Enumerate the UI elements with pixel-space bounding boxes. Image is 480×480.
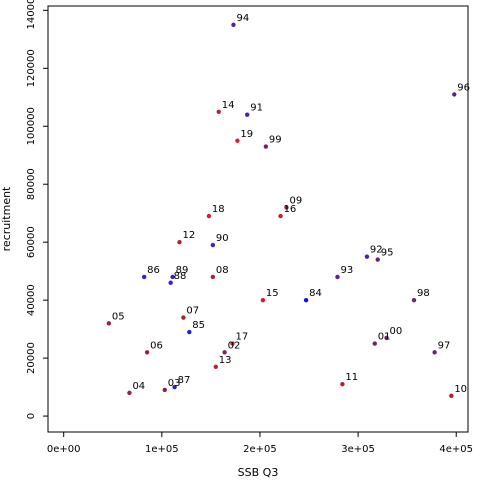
data-point-91 [245,112,250,117]
data-point-95 [375,257,380,262]
point-label-84: 84 [309,288,322,299]
point-label-11: 11 [345,372,358,383]
x-tick-label: 3e+05 [341,444,375,455]
point-label-04: 04 [132,381,145,392]
data-point-17 [230,341,235,346]
data-point-10 [449,393,454,398]
point-label-91: 91 [250,103,263,114]
data-point-90 [210,242,216,248]
point-label-08: 08 [216,265,229,276]
x-tick-label: 0e+00 [47,444,81,455]
point-label-01: 01 [378,332,391,343]
point-label-12: 12 [182,230,195,241]
point-label-86: 86 [147,265,160,276]
point-label-98: 98 [417,288,430,299]
data-point-84 [303,297,309,303]
data-points [106,22,457,398]
point-label-05: 05 [112,311,125,322]
data-point-89 [170,274,175,280]
y-tick-label: 20000 [26,342,37,374]
point-label-96: 96 [457,82,470,93]
point-label-95: 95 [381,248,394,259]
point-label-06: 06 [150,340,163,351]
point-label-94: 94 [236,13,249,24]
point-label-10: 10 [454,384,467,395]
point-label-89: 89 [176,265,189,276]
x-tick-label: 2e+05 [243,444,277,455]
point-label-90: 90 [216,233,229,244]
data-point-11 [340,381,345,387]
x-axis: 0e+00 1e+05 2e+05 3e+05 4e+05 [47,432,473,455]
x-tick-label: 1e+05 [145,444,179,455]
point-label-87: 87 [178,375,191,386]
data-point-93 [335,274,340,280]
point-label-00: 00 [390,326,403,337]
data-point-16 [278,213,283,219]
point-label-15: 15 [266,288,279,299]
data-point-96 [452,92,457,97]
x-tick-label: 4e+05 [439,444,473,455]
point-label-07: 07 [186,306,199,317]
point-label-88: 88 [174,271,187,282]
y-tick-label: 0 [26,413,37,419]
y-tick-label: 140000 [26,0,37,29]
point-label-02: 02 [228,340,241,351]
data-point-05 [106,321,112,326]
point-label-13: 13 [219,355,232,366]
data-point-15 [260,297,266,303]
point-label-09: 09 [289,195,302,206]
data-point-97 [432,350,437,355]
data-point-94 [231,22,236,28]
y-tick-label: 80000 [26,168,37,200]
y-axis: 0 20000 40000 60000 80000 100000 120000 140000 [26,0,48,419]
point-label-18: 18 [212,204,225,215]
data-point-99 [263,144,269,149]
point-label-93: 93 [340,265,353,276]
point-label-16: 16 [284,204,297,215]
data-point-00 [384,335,389,341]
point-label-17: 17 [235,332,248,343]
data-point-19 [235,138,240,143]
data-point-98 [411,297,417,303]
data-point-86 [141,274,147,280]
data-point-14 [216,109,221,114]
data-point-04 [127,390,132,396]
y-tick-label: 120000 [26,49,37,87]
data-point-06 [144,350,150,355]
point-label-14: 14 [222,100,235,111]
data-point-09 [284,205,289,210]
data-point-85 [187,329,192,335]
data-point-12 [177,239,182,245]
y-tick-label: 100000 [26,107,37,145]
data-point-01 [372,341,377,346]
data-point-03 [162,387,167,393]
x-axis-label: SSB Q3 [238,466,279,479]
point-label-99: 99 [269,135,282,146]
point-label-85: 85 [192,320,205,331]
y-axis-label: recruitment [0,186,13,251]
data-point-87 [172,384,177,390]
data-point-13 [213,364,219,369]
point-label-19: 19 [240,129,253,140]
y-tick-label: 40000 [26,284,37,316]
data-point-18 [206,213,212,219]
point-label-97: 97 [438,340,451,351]
data-point-07 [181,315,186,320]
data-point-02 [222,350,227,355]
plot-frame [47,5,469,433]
data-point-08 [210,274,216,280]
point-label-92: 92 [370,245,383,256]
point-label-03: 03 [168,378,181,389]
y-tick-label: 60000 [26,226,37,258]
data-point-92 [364,254,370,259]
data-point-88 [168,280,173,285]
